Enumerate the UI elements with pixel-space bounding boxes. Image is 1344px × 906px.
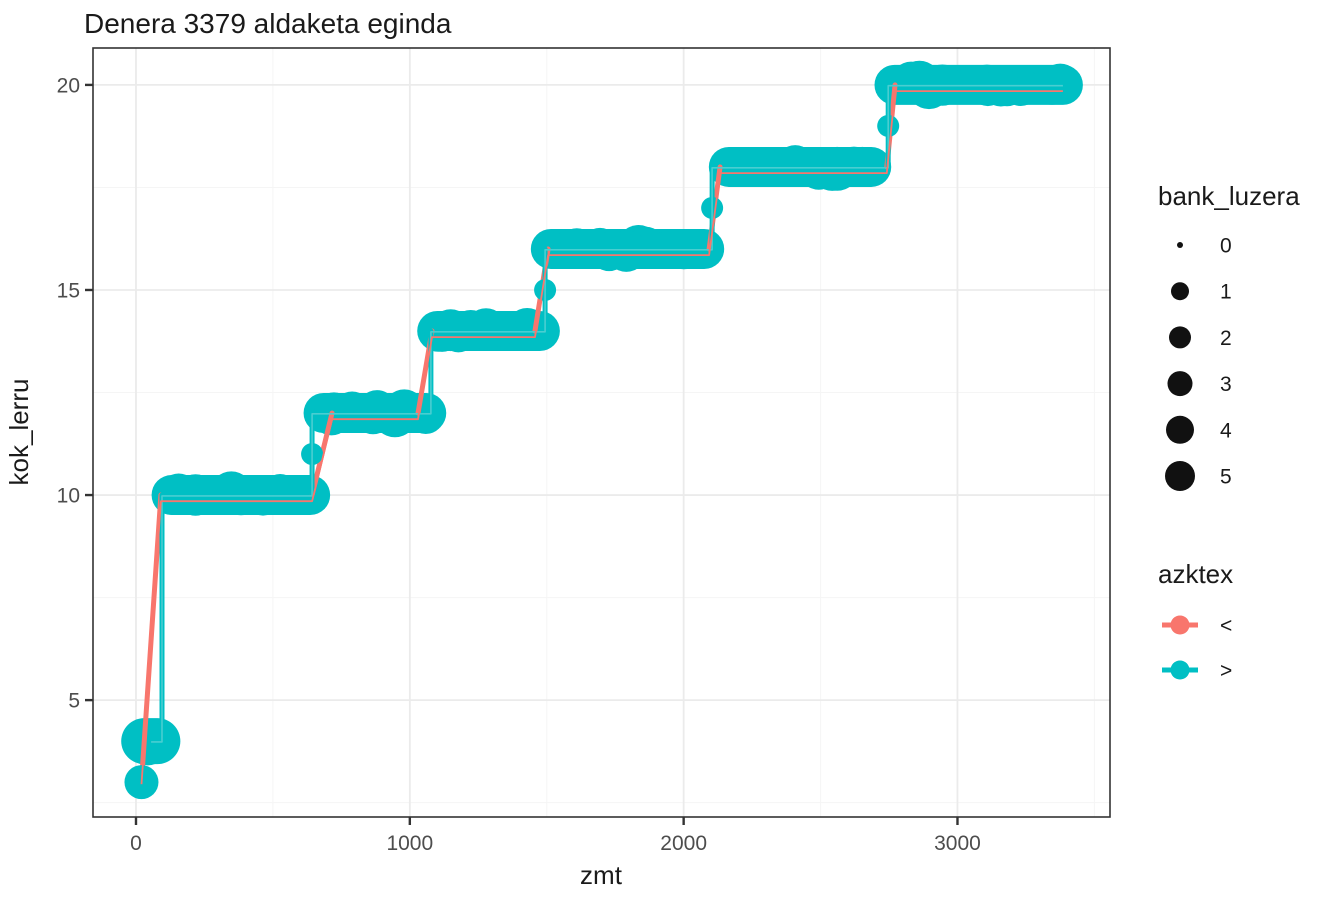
point-band-dot — [450, 313, 484, 347]
x-tick-label: 3000 — [934, 832, 981, 855]
size-legend-title: bank_luzera — [1158, 181, 1300, 211]
x-axis-title: zmt — [580, 860, 623, 890]
color-legend-title: azktex — [1158, 559, 1233, 589]
teal-step-line — [151, 84, 1063, 743]
point-band-dot — [1040, 63, 1081, 104]
color-legend-items: <> — [1162, 615, 1232, 683]
size-legend-label: 4 — [1220, 419, 1232, 442]
size-legend-items: 0 1 2 3 4 5 — [1165, 235, 1232, 491]
color-legend-key-dot — [1170, 660, 1190, 680]
x-tick-label: 0 — [130, 832, 142, 855]
size-legend-dot — [1167, 371, 1193, 397]
point-band-dot — [650, 231, 680, 261]
gridlines — [93, 48, 1110, 817]
x-tick-label: 1000 — [386, 832, 433, 855]
size-legend-dot — [1177, 242, 1183, 248]
color-legend-label: > — [1220, 660, 1232, 683]
point-band-dot — [921, 68, 958, 106]
y-tick-label: 15 — [57, 279, 80, 302]
y-axis-title: kok_lerru — [4, 379, 34, 486]
size-legend-dot — [1171, 282, 1189, 301]
size-legend-label: 0 — [1220, 235, 1232, 258]
x-tick-label: 2000 — [660, 832, 707, 855]
point-band-dot — [981, 67, 1021, 107]
axis-ticks: 0 1000 2000 3000 5 10 15 20 — [57, 74, 981, 855]
color-legend-key-dot — [1170, 615, 1190, 635]
size-legend-dot — [1169, 326, 1191, 349]
size-legend-label: 3 — [1220, 373, 1232, 396]
point-band-dot — [125, 721, 170, 766]
point-band-dot — [731, 147, 768, 184]
red-step-line — [140, 90, 1063, 785]
point-band-dot — [285, 483, 315, 513]
size-legend-dot — [1165, 461, 1195, 491]
data-series — [121, 60, 1083, 800]
plot-title: Denera 3379 aldaketa eginda — [84, 8, 452, 39]
color-legend-label: < — [1220, 615, 1232, 638]
y-tick-label: 5 — [68, 690, 80, 713]
point-band-dot — [481, 311, 518, 348]
point-band-dot — [383, 389, 426, 432]
panel-border — [92, 47, 1111, 818]
size-legend-label: 1 — [1220, 281, 1232, 304]
size-legend-label: 2 — [1220, 327, 1232, 350]
y-tick-label: 20 — [57, 74, 80, 97]
size-legend-label: 5 — [1220, 466, 1232, 489]
y-tick-label: 10 — [57, 485, 80, 508]
point-band-dot — [209, 471, 253, 515]
point-band-dot — [349, 393, 387, 431]
point-band-dot — [605, 230, 648, 272]
point-band-dot — [810, 148, 852, 189]
point-band-dot — [553, 229, 587, 263]
size-legend-dot — [1166, 415, 1194, 444]
